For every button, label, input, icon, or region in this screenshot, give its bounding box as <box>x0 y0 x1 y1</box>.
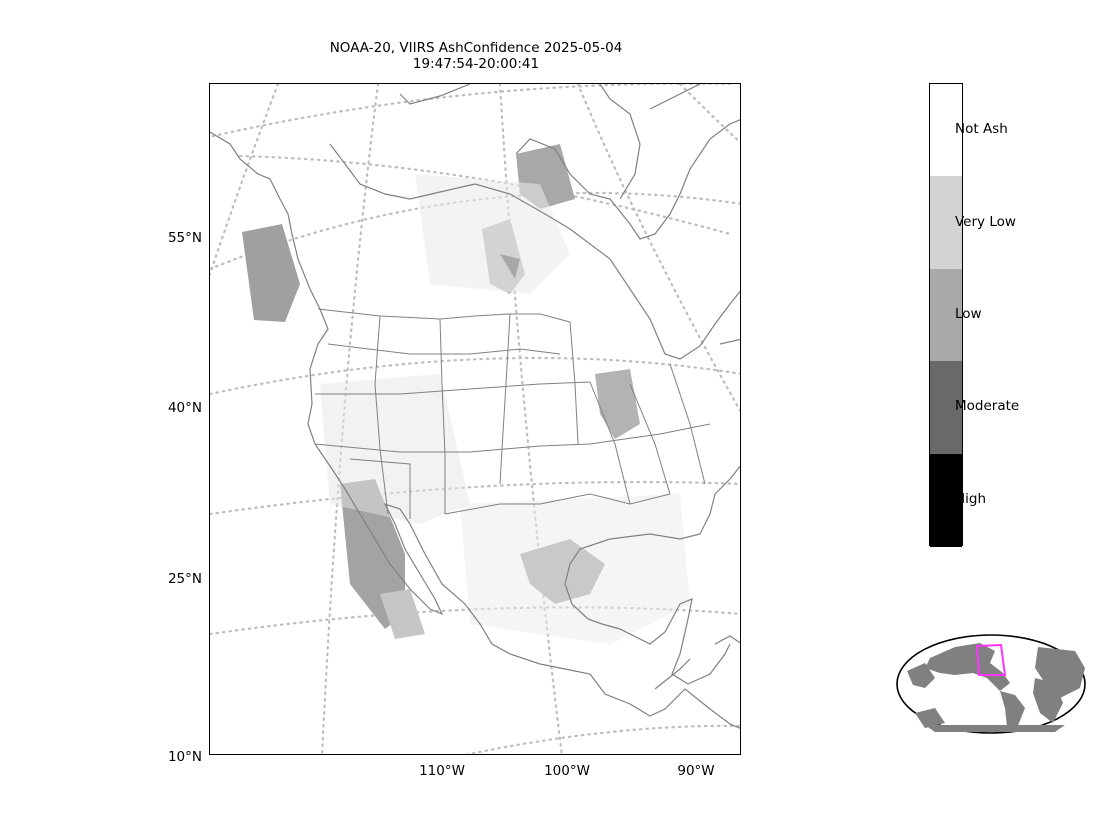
lon-label-110w: 110°W <box>419 763 465 779</box>
title-line-2: 19:47:54-20:00:41 <box>412 56 540 72</box>
map-title: NOAA-20, VIIRS AshConfidence 2025-05-04 … <box>210 40 742 72</box>
colorbar-segment-high <box>930 454 962 547</box>
colorbar-segment-not-ash <box>930 84 962 176</box>
globe-extent-box <box>975 643 1007 676</box>
colorbar-label-high: High <box>955 491 987 507</box>
lat-label-55: 55°N <box>167 230 202 246</box>
colorbar-label-low: Low <box>955 306 982 322</box>
colorbar <box>929 83 963 547</box>
lat-label-40: 40°N <box>167 400 202 416</box>
colorbar-label-not-ash: Not Ash <box>955 121 1008 137</box>
locator-globe <box>896 634 1086 734</box>
lat-label-25: 25°N <box>167 571 202 587</box>
lon-label-90w: 90°W <box>677 763 715 779</box>
map-panel[interactable] <box>209 83 741 755</box>
lon-label-100w: 100°W <box>544 763 590 779</box>
colorbar-segment-moderate <box>930 361 962 454</box>
title-line-1: NOAA-20, VIIRS AshConfidence 2025-05-04 <box>329 40 623 56</box>
lat-label-10: 10°N <box>167 749 202 765</box>
colorbar-label-moderate: Moderate <box>955 398 1020 414</box>
coastlines <box>210 84 740 729</box>
ash-swaths <box>242 144 690 644</box>
colorbar-segment-low <box>930 269 962 361</box>
globe-land <box>907 643 1085 732</box>
state-borders <box>314 308 711 519</box>
map-canvas <box>210 84 740 754</box>
colorbar-label-very-low: Very Low <box>955 214 1016 230</box>
colorbar-segment-very-low <box>930 176 962 269</box>
